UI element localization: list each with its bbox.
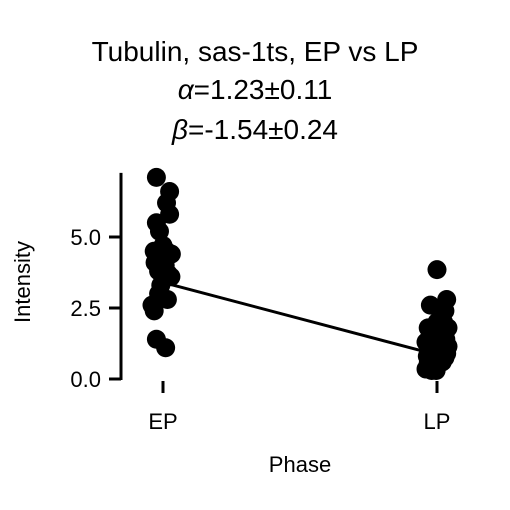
data-point-ep: [157, 289, 177, 309]
data-points: [142, 167, 458, 380]
data-point-ep: [144, 301, 164, 321]
beta-subtitle: β=-1.54±0.24: [0, 114, 510, 146]
fit-line: [162, 280, 438, 357]
y-tick-label: 0.0: [70, 367, 101, 392]
alpha-subtitle: α=1.23±0.11: [0, 74, 510, 106]
y-tick-label: 5.0: [70, 225, 101, 250]
chart-title: Tubulin, sas-1ts, EP vs LP: [91, 36, 419, 67]
data-point-lp: [427, 260, 447, 280]
data-point-ep: [156, 338, 176, 358]
axes: 0.0 2.5 5.0 EP LP Phase Intensity: [10, 172, 451, 477]
y-tick-label: 2.5: [70, 296, 101, 321]
data-point-lp: [420, 295, 440, 315]
data-point-ep: [149, 221, 169, 241]
alpha-symbol: α: [177, 74, 194, 105]
fit-line-group: [162, 280, 438, 357]
data-point-lp: [426, 360, 446, 380]
x-tick-label: EP: [148, 409, 177, 434]
data-point-ep: [146, 167, 166, 187]
beta-symbol: β: [171, 114, 188, 145]
alpha-value: =1.23±0.11: [193, 74, 333, 105]
beta-value: =-1.54±0.24: [187, 114, 339, 145]
x-tick-label: LP: [424, 409, 451, 434]
x-axis-label: Phase: [269, 452, 331, 477]
y-axis-label: Intensity: [10, 241, 35, 323]
